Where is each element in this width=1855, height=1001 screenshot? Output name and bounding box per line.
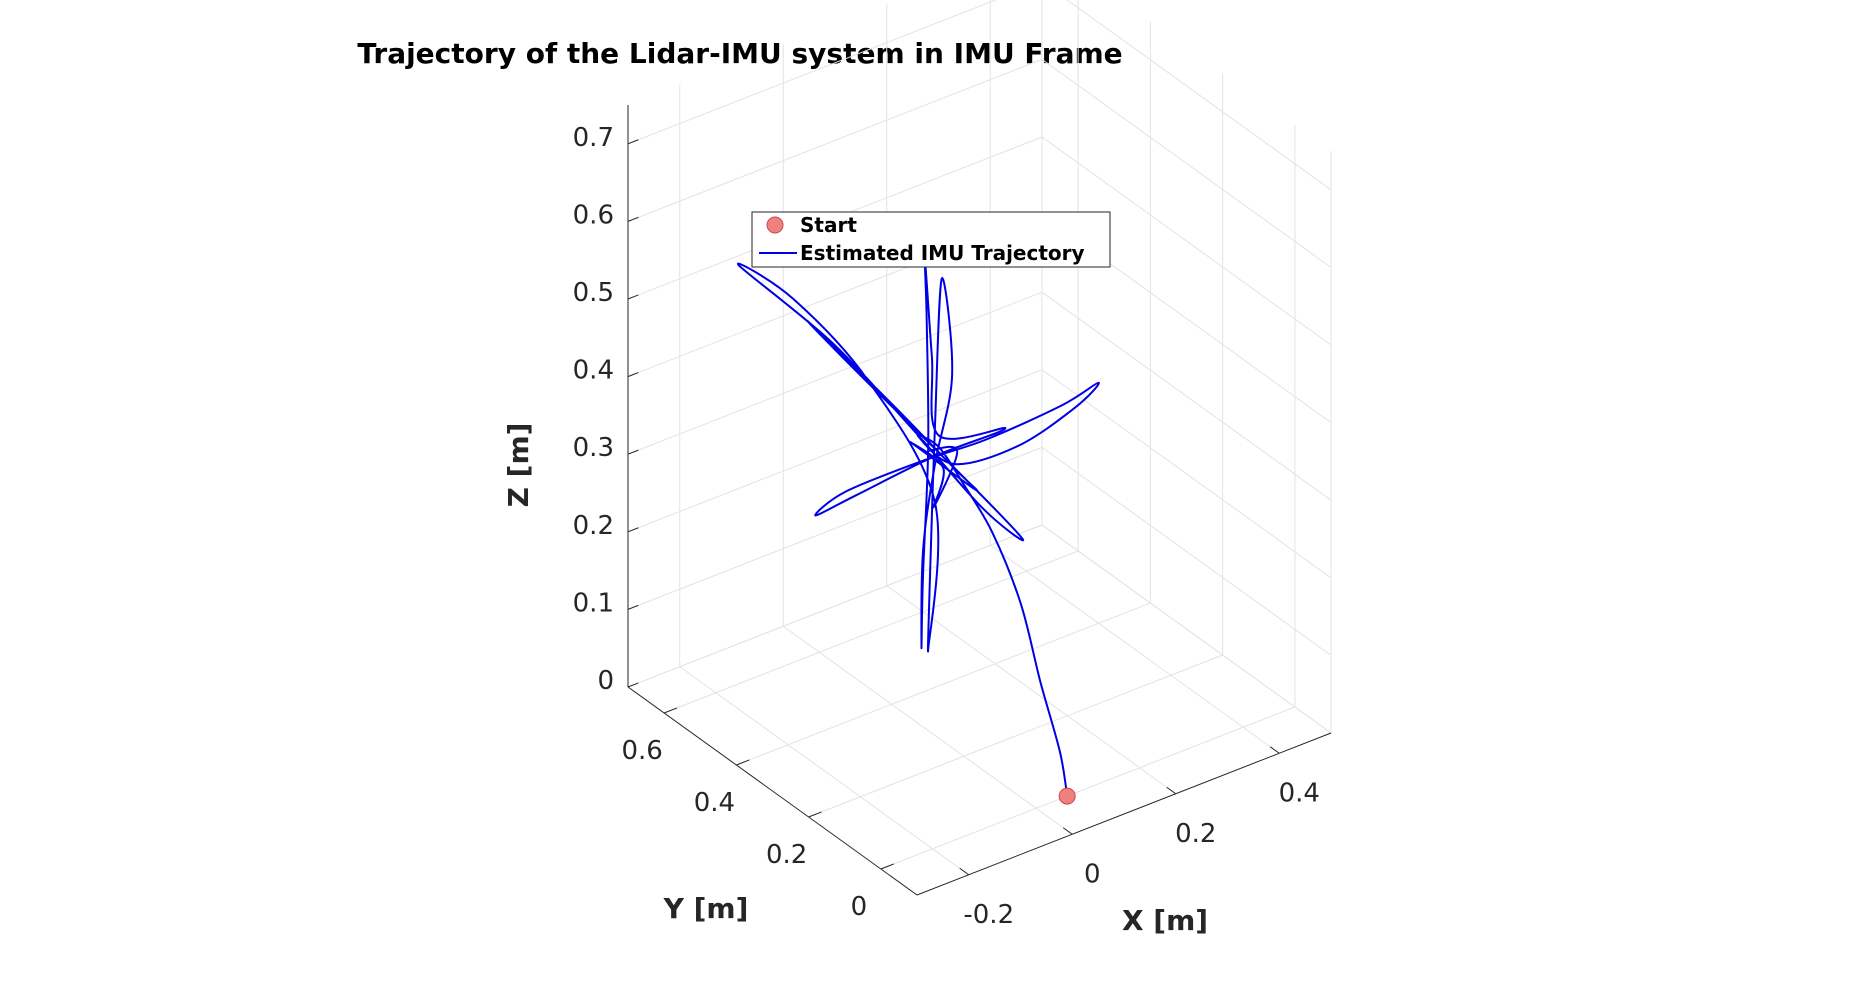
- x-tick-label: -0.2: [963, 900, 1014, 930]
- trajectory-line: [736, 260, 1100, 797]
- z-tick-mark: [627, 449, 639, 455]
- floor-gridline-x: [782, 625, 1073, 835]
- z-tick-mark: [627, 139, 639, 145]
- side-wall-gridline-z: [1041, 58, 1332, 268]
- floor-gridline-x: [886, 585, 1177, 795]
- y-tick-mark: [736, 759, 750, 766]
- z-axis-label: Z [m]: [502, 423, 535, 508]
- z-tick-label: 0.2: [573, 511, 614, 541]
- z-tick-label: 0.4: [573, 356, 614, 386]
- x-tick-label: 0.2: [1175, 819, 1216, 849]
- legend-box: [751, 211, 1111, 268]
- chart-title: Trajectory of the Lidar-IMU system in IM…: [357, 37, 1122, 70]
- box-edge: [1041, 524, 1332, 734]
- floor-gridline-y: [808, 654, 1223, 818]
- z-tick-mark: [627, 527, 639, 533]
- side-wall-gridline-z: [1041, 446, 1332, 656]
- floor-gridline-y: [663, 550, 1079, 714]
- y-tick-mark: [880, 863, 894, 870]
- y-axis-label: Y [m]: [663, 892, 749, 925]
- z-tick-label: 0.1: [573, 588, 614, 618]
- x-axis-line: [916, 732, 1332, 896]
- box-edge: [627, 524, 1043, 688]
- legend-entry-start: Start: [800, 213, 857, 237]
- legend: Start Estimated IMU Trajectory: [751, 211, 1111, 268]
- axis-layer: -0.2 0 0.2 0.4 0 0.2 0.4 0.6 0 0.1 0.2 0.3 0.4 0.5 0.6…: [502, 105, 1332, 937]
- z-tick-label: 0.7: [573, 123, 614, 153]
- back-wall-gridline-z: [627, 0, 997, 145]
- z-tick-mark: [627, 294, 639, 300]
- y-tick-label: 0.2: [766, 840, 807, 870]
- legend-entry-trajectory: Estimated IMU Trajectory: [800, 241, 1085, 265]
- y-tick-label: 0: [851, 892, 868, 922]
- z-tick-label: 0.3: [573, 433, 614, 463]
- x-tick-mark: [1269, 746, 1280, 754]
- back-wall-gridline-z: [627, 446, 1043, 610]
- y-tick-label: 0.6: [621, 736, 662, 766]
- floor-gridline-x: [679, 666, 970, 876]
- x-tick-mark: [1166, 786, 1177, 795]
- floor-gridline-x: [989, 544, 1280, 754]
- start-marker: [1058, 787, 1076, 805]
- grid-layer: [627, 0, 1332, 876]
- z-tick-mark: [627, 682, 639, 688]
- y-axis-line: [627, 686, 918, 896]
- back-wall-gridline-z: [627, 291, 1043, 455]
- floor-gridline-y: [736, 602, 1151, 766]
- y-tick-mark: [663, 707, 678, 714]
- x-tick-label: 0.4: [1279, 778, 1320, 808]
- side-wall-gridline-z: [1041, 291, 1332, 501]
- z-tick-label: 0.6: [573, 200, 614, 230]
- side-wall-gridline-z: [1066, 0, 1332, 191]
- side-wall-gridline-z: [1041, 136, 1332, 346]
- z-tick-label: 0: [597, 666, 614, 696]
- x-axis-label: X [m]: [1122, 904, 1208, 937]
- y-tick-label: 0.4: [694, 788, 735, 818]
- floor-gridline-y: [880, 706, 1296, 870]
- data-layer: [736, 260, 1100, 805]
- back-wall-gridline-z: [627, 369, 1043, 533]
- x-tick-mark: [959, 867, 970, 876]
- z-tick-mark: [627, 604, 639, 610]
- z-tick-mark: [627, 372, 639, 378]
- z-tick-mark: [627, 216, 639, 222]
- legend-start-marker: [766, 216, 784, 234]
- back-wall-gridline-z: [627, 58, 1043, 222]
- y-tick-mark: [808, 811, 822, 818]
- x-tick-mark: [1062, 827, 1073, 835]
- z-tick-label: 0.5: [573, 278, 614, 308]
- side-wall-gridline-z: [1041, 369, 1332, 579]
- x-tick-label: 0: [1084, 859, 1101, 889]
